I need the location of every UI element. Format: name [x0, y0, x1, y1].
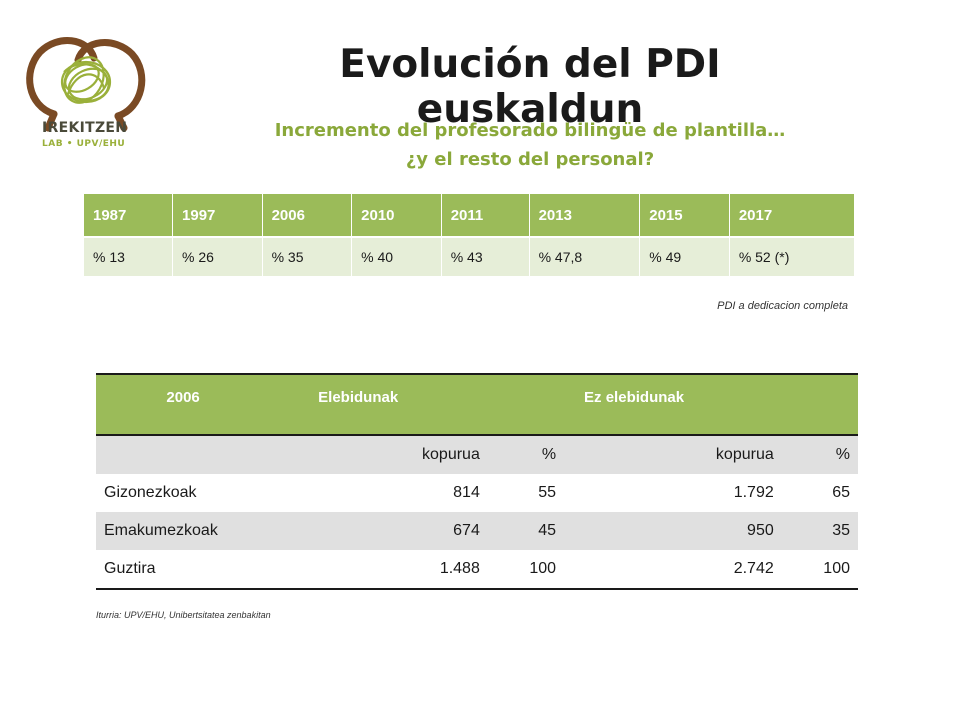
cell-count: 950	[564, 512, 782, 550]
subheader-percent: %	[487, 435, 565, 474]
subheader-row: kopurua % kopurua %	[96, 435, 858, 474]
year-cell: 1997	[172, 194, 263, 238]
source-note: Iturria: UPV/EHU, Unibertsitatea zenbaki…	[96, 610, 271, 620]
subheader-count: kopurua	[270, 435, 488, 474]
cell-count: 674	[270, 512, 488, 550]
row-label: Emakumezkoak	[96, 512, 271, 550]
cell-percent: 100	[823, 560, 850, 577]
year-cell: 2010	[351, 194, 442, 238]
subtitle-line-1: Incremento del profesorado bilingüe de p…	[274, 120, 786, 141]
irekitzen-logo-icon	[26, 37, 146, 132]
header-bilingual: Elebidunak	[270, 374, 565, 436]
value-cell: % 49	[639, 237, 730, 276]
cell-count: 2.742	[733, 560, 774, 577]
cell-percent: 100	[529, 560, 557, 577]
staff-header-row: 2006 Elebidunak Ez elebidunak	[96, 374, 858, 436]
staff-table: 2006 Elebidunak Ez elebidunak kopurua % …	[96, 373, 858, 590]
page-title: Evolución del PDI euskaldun	[339, 42, 721, 132]
value-cell: % 40	[351, 237, 442, 276]
logo-wordmark: IREKITZEN	[42, 120, 128, 136]
table-row: Emakumezkoak 674 45 950 35	[96, 512, 858, 550]
cell-percent: 45	[487, 512, 565, 550]
header-non-bilingual: Ez elebidunak	[564, 374, 858, 436]
subheader-count: kopurua	[564, 435, 782, 474]
page-subtitle: Incremento del profesorado bilingüe de p…	[200, 116, 860, 174]
cell-count: 1.792	[733, 484, 774, 501]
table-row: Guztira 1.488 100 2.742 100	[96, 550, 858, 589]
subheader-percent: %	[781, 435, 858, 474]
cell-percent: 35	[781, 512, 858, 550]
table-row: Gizonezkoak 814 55 1.792 65	[96, 474, 858, 512]
value-cell: % 47,8	[529, 237, 641, 276]
value-cell: % 52 (*)	[729, 237, 856, 276]
subtitle-line-2: ¿y el resto del personal?	[405, 149, 655, 170]
table-note: PDI a dedicacion completa	[717, 300, 848, 312]
evolution-header-row: 1987 1997 2006 2010 2011 2013 2015 2017	[84, 194, 856, 238]
year-cell: 2013	[529, 194, 641, 238]
year-cell: 2011	[441, 194, 530, 238]
row-label: Gizonezkoak	[104, 484, 197, 501]
value-cell: % 13	[84, 237, 174, 276]
year-cell: 2015	[639, 194, 730, 238]
logo-subtext: LAB • UPV/EHU	[42, 139, 126, 149]
value-cell: % 26	[172, 237, 263, 276]
year-cell: 1987	[84, 194, 174, 238]
cell-count: 1.488	[439, 560, 480, 577]
value-cell: % 35	[262, 237, 353, 276]
cell-percent: 65	[832, 484, 850, 501]
cell-percent: 55	[538, 484, 557, 501]
subheader-empty	[96, 435, 271, 474]
year-cell: 2006	[262, 194, 353, 238]
year-cell: 2017	[729, 194, 856, 238]
cell-count: 814	[453, 484, 480, 501]
evolution-table: 1987 1997 2006 2010 2011 2013 2015 2017 …	[84, 194, 856, 276]
value-cell: % 43	[441, 237, 530, 276]
row-label: Guztira	[104, 560, 156, 577]
header-year: 2006	[96, 374, 271, 436]
evolution-value-row: % 13 % 26 % 35 % 40 % 43 % 47,8 % 49 % 5…	[84, 237, 856, 276]
